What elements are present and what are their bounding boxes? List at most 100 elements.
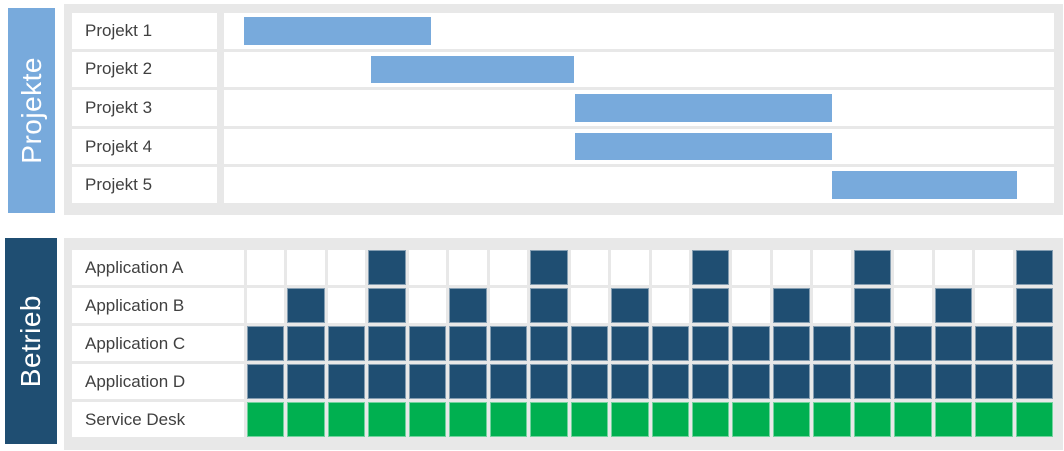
capacity-cell-filled [489, 326, 528, 361]
operations-row-label: Application A [72, 250, 244, 285]
project-timeline [224, 90, 1054, 126]
project-row-label: Projekt 4 [72, 128, 217, 165]
operations-row-label: Application D [72, 364, 244, 399]
capacity-cell-filled [287, 288, 325, 323]
capacity-cell-filled [651, 364, 689, 399]
project-timeline [224, 128, 1054, 165]
capacity-cell-empty [489, 288, 528, 323]
capacity-cell-empty [934, 250, 973, 285]
operations-row-label: Application C [72, 326, 244, 361]
capacity-cell-filled [287, 402, 325, 437]
operations-row-label: Service Desk [72, 402, 244, 437]
capacity-cell-filled [732, 364, 770, 399]
capacity-cell-empty [327, 250, 366, 285]
capacity-cell-filled [813, 402, 851, 437]
capacity-cell-empty [408, 288, 447, 323]
capacity-cell-filled [934, 364, 973, 399]
capacity-cell-filled [894, 364, 932, 399]
capacity-cell-empty [772, 250, 811, 285]
capacity-cell-empty [894, 288, 932, 323]
capacity-cell-filled [772, 326, 811, 361]
capacity-cell-filled [853, 326, 892, 361]
capacity-cell-filled [287, 364, 325, 399]
capacity-cell-empty [813, 250, 851, 285]
capacity-cell-empty [732, 250, 770, 285]
project-gantt-bar [575, 94, 833, 122]
project-timeline [224, 13, 1054, 49]
capacity-cell-filled [691, 288, 730, 323]
capacity-cell-filled [813, 364, 851, 399]
projects-grid: Projekt 1 Projekt 2 Projekt 3 Projekt 4 Proj… [72, 13, 1054, 203]
capacity-cell-filled [408, 326, 447, 361]
capacity-cell-filled [530, 288, 568, 323]
project-row-label: Projekt 1 [72, 13, 217, 49]
capacity-cell-filled [611, 326, 649, 361]
project-row-label: Projekt 5 [72, 167, 217, 203]
capacity-cell-filled [247, 364, 285, 399]
project-gantt-bar [243, 17, 431, 45]
capacity-cell-filled [287, 326, 325, 361]
capacity-cell-empty [247, 288, 285, 323]
capacity-cell-empty [449, 250, 487, 285]
capacity-cell-filled [691, 402, 730, 437]
capacity-cell-filled [489, 402, 528, 437]
capacity-cell-filled [1015, 364, 1053, 399]
capacity-cell-filled [1015, 402, 1053, 437]
capacity-cell-empty [489, 250, 528, 285]
capacity-cell-empty [894, 250, 932, 285]
capacity-cell-filled [611, 402, 649, 437]
capacity-cell-filled [530, 250, 568, 285]
capacity-cell-filled [530, 402, 568, 437]
capacity-cell-filled [813, 326, 851, 361]
capacity-cell-filled [327, 402, 366, 437]
project-gantt-bar [575, 132, 833, 161]
capacity-cell-filled [449, 288, 487, 323]
capacity-cell-empty [651, 250, 689, 285]
capacity-cell-filled [611, 288, 649, 323]
capacity-cell-filled [853, 250, 892, 285]
capacity-cell-filled [449, 364, 487, 399]
project-row-label: Projekt 3 [72, 90, 217, 126]
capacity-cell-filled [975, 364, 1013, 399]
capacity-cell-filled [570, 402, 609, 437]
capacity-cell-empty [408, 250, 447, 285]
capacity-cell-empty [813, 288, 851, 323]
capacity-cell-filled [934, 288, 973, 323]
capacity-cell-filled [691, 364, 730, 399]
capacity-cell-filled [1015, 288, 1053, 323]
capacity-cell-filled [691, 250, 730, 285]
capacity-cell-filled [651, 326, 689, 361]
capacity-cell-filled [570, 364, 609, 399]
capacity-cell-filled [530, 364, 568, 399]
project-gantt-bar [370, 55, 575, 84]
capacity-cell-empty [570, 288, 609, 323]
capacity-cell-filled [1015, 326, 1053, 361]
capacity-cell-empty [611, 250, 649, 285]
capacity-cell-filled [894, 402, 932, 437]
capacity-cell-filled [853, 402, 892, 437]
operations-row-label: Application B [72, 288, 244, 323]
capacity-cell-empty [247, 250, 285, 285]
capacity-cell-filled [611, 364, 649, 399]
capacity-cell-filled [408, 364, 447, 399]
capacity-cell-filled [853, 364, 892, 399]
capacity-cell-filled [772, 364, 811, 399]
capacity-cell-empty [651, 288, 689, 323]
capacity-cell-filled [530, 326, 568, 361]
capacity-cell-empty [570, 250, 609, 285]
capacity-cell-filled [368, 402, 406, 437]
capacity-cell-filled [368, 288, 406, 323]
capacity-cell-filled [449, 326, 487, 361]
capacity-cell-filled [368, 326, 406, 361]
projekte-sidebar: Projekte [8, 8, 55, 213]
capacity-cell-filled [651, 402, 689, 437]
capacity-cell-filled [934, 402, 973, 437]
capacity-cell-filled [327, 364, 366, 399]
capacity-cell-filled [975, 402, 1013, 437]
capacity-cell-filled [449, 402, 487, 437]
project-timeline [224, 167, 1054, 203]
capacity-cell-filled [975, 326, 1013, 361]
capacity-cell-empty [975, 250, 1013, 285]
